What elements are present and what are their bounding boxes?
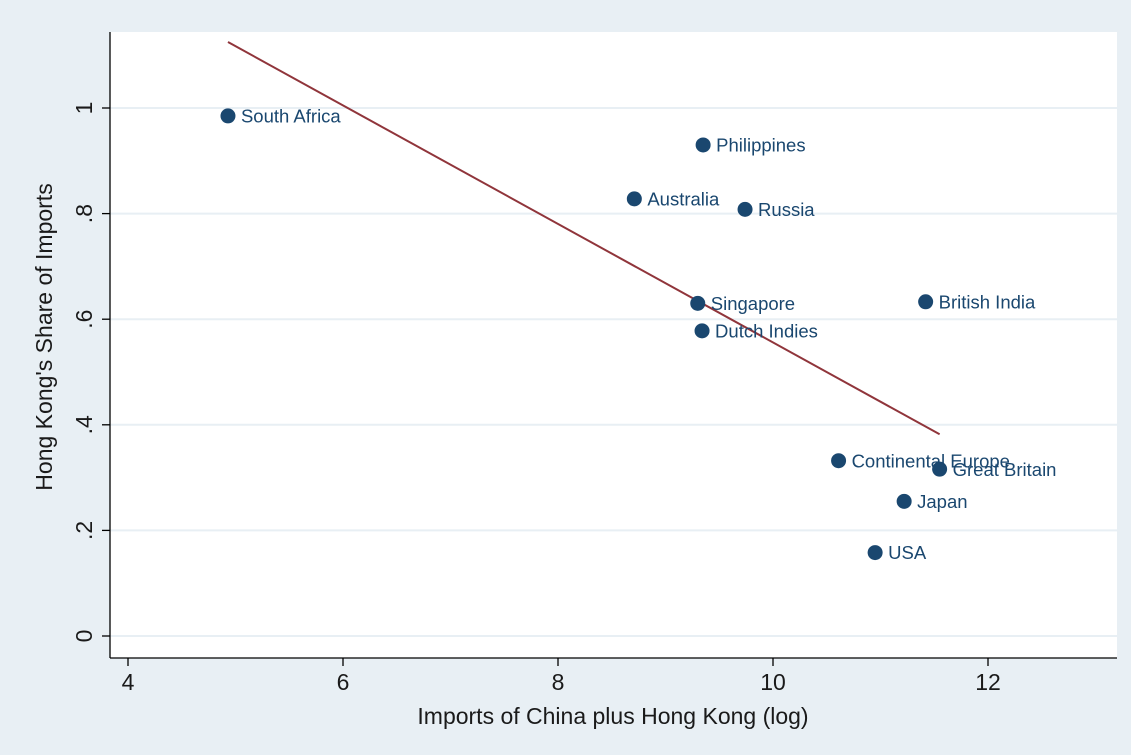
x-tick-label: 6: [337, 669, 350, 695]
gridlines: [110, 107, 1117, 637]
y-tick-label: .2: [71, 521, 97, 540]
y-axis-title: Hong Kong's Share of Imports: [31, 183, 57, 490]
y-axis-ticks: 0 .2 .4 .6 .8 1: [71, 102, 110, 643]
y-tick-label: .8: [71, 204, 97, 223]
fitted-line: [227, 41, 941, 436]
y-tick-label: .4: [71, 415, 97, 434]
point-label-continental-europe: Continental Europe: [852, 450, 1010, 471]
point-russia: [737, 201, 753, 217]
point-dutch-indies: [694, 323, 710, 339]
point-british-india: [918, 294, 934, 310]
point-great-britain: [932, 461, 948, 477]
point-south-africa: [220, 108, 236, 124]
plot-area: [110, 32, 1117, 658]
point-singapore: [690, 295, 706, 311]
x-tick-label: 4: [122, 669, 135, 695]
point-japan: [896, 493, 912, 509]
point-australia: [626, 191, 642, 207]
point-label-singapore: Singapore: [711, 293, 795, 314]
fit-line-group: [227, 41, 941, 436]
data-points: South Africa Philippines Australia Russia Si…: [220, 106, 1057, 563]
point-philippines: [695, 137, 711, 153]
point-label-south-africa: South Africa: [241, 106, 341, 127]
x-tick-label: 10: [760, 669, 786, 695]
x-tick-label: 12: [975, 669, 1001, 695]
point-continental-europe: [831, 453, 847, 469]
y-tick-label: 0: [71, 630, 97, 643]
x-axis-title: Imports of China plus Hong Kong (log): [417, 703, 808, 729]
point-label-australia: Australia: [647, 188, 720, 209]
y-tick-label: .6: [71, 310, 97, 329]
point-label-usa: USA: [888, 542, 927, 563]
x-axis-ticks: 4 6 8 10 12: [122, 658, 1001, 695]
point-label-philippines: Philippines: [716, 135, 805, 156]
y-tick-label: 1: [71, 102, 97, 115]
point-usa: [867, 545, 883, 561]
point-label-russia: Russia: [758, 199, 815, 220]
point-label-dutch-indies: Dutch Indies: [715, 320, 818, 341]
point-label-great-britain: Great Britain: [953, 459, 1057, 480]
point-label-british-india: British India: [939, 291, 1036, 312]
point-label-japan: Japan: [917, 491, 967, 512]
x-tick-label: 8: [552, 669, 565, 695]
